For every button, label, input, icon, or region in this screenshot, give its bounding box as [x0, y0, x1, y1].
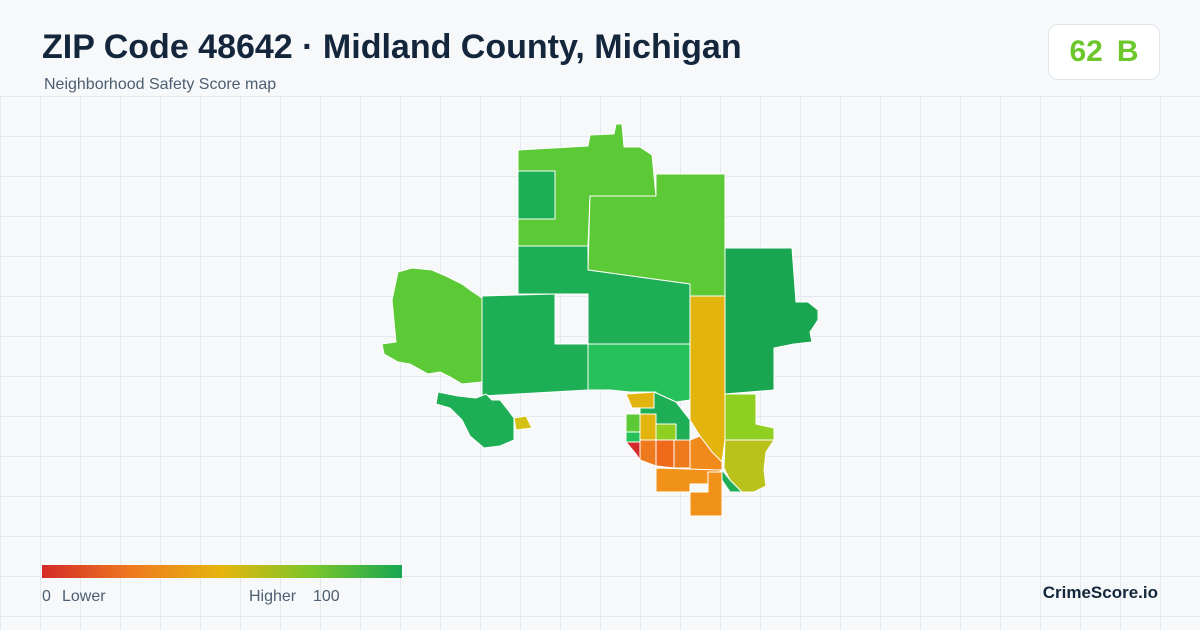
- legend-high-label: Higher: [249, 588, 297, 605]
- map-region[interactable]: [513, 415, 533, 431]
- map-region[interactable]: [625, 441, 641, 461]
- score-value: 62: [1069, 35, 1103, 68]
- legend-low-label: Lower: [62, 588, 106, 605]
- score-grade: B: [1116, 35, 1139, 68]
- header: ZIP Code 48642 · Midland County, Michiga…: [0, 0, 1200, 96]
- map-region[interactable]: [689, 471, 723, 517]
- map-region[interactable]: [625, 391, 657, 409]
- map-region[interactable]: [481, 293, 589, 397]
- map-region[interactable]: [724, 393, 775, 441]
- map-region[interactable]: [639, 439, 657, 467]
- map-region[interactable]: [435, 391, 515, 449]
- map-region[interactable]: [724, 247, 819, 395]
- map-region[interactable]: [639, 413, 657, 441]
- page-subtitle: Neighborhood Safety Score map: [44, 76, 277, 93]
- brand-logo: CrimeScore.io: [1042, 583, 1158, 602]
- map-region[interactable]: [723, 439, 775, 493]
- map-region[interactable]: [689, 295, 726, 463]
- map-region[interactable]: [381, 267, 483, 385]
- legend-color-bar: [42, 565, 402, 578]
- page-title: ZIP Code 48642 · Midland County, Michiga…: [42, 28, 742, 66]
- legend-min-label: 0: [42, 588, 51, 605]
- map-region[interactable]: [655, 439, 675, 469]
- map-region[interactable]: [625, 413, 641, 433]
- score-badge: 62 B: [1048, 24, 1160, 80]
- map-region[interactable]: [673, 439, 691, 469]
- map-region[interactable]: [517, 170, 556, 220]
- map-region[interactable]: [625, 431, 641, 443]
- map-region[interactable]: [655, 423, 677, 441]
- legend-max-label: 100: [313, 588, 340, 605]
- zip-area-map: [381, 123, 819, 517]
